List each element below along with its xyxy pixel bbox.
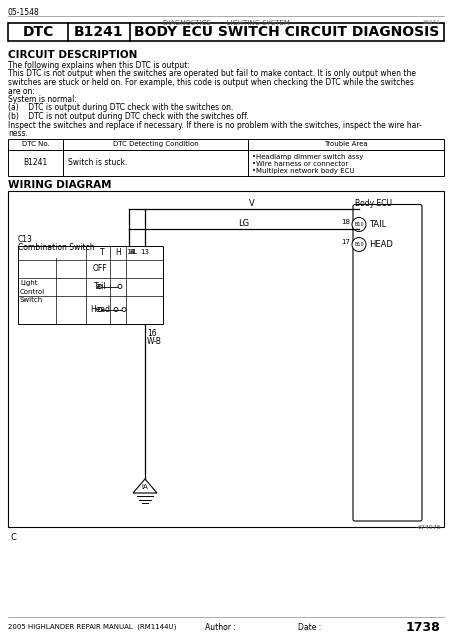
Text: Head: Head (90, 305, 110, 314)
Bar (8, 138, 443, 150)
Circle shape (114, 307, 118, 312)
Text: CIRCUIT DESCRIPTION: CIRCUIT DESCRIPTION (8, 50, 137, 60)
Text: Date :: Date : (298, 623, 321, 632)
Text: (a)    DTC is output during DTC check with the switches on.: (a) DTC is output during DTC check with … (8, 104, 233, 113)
Circle shape (98, 285, 102, 289)
Text: 674975: 674975 (416, 525, 440, 530)
Text: ness.: ness. (8, 129, 28, 138)
Text: HEAD: HEAD (368, 240, 392, 249)
Circle shape (98, 307, 102, 312)
Text: switches are stuck or held on. For example, this code is output when checking th: switches are stuck or held on. For examp… (8, 78, 413, 87)
Polygon shape (133, 479, 156, 493)
FancyBboxPatch shape (352, 205, 421, 521)
Circle shape (118, 285, 122, 289)
Text: Switch is stuck.: Switch is stuck. (68, 158, 127, 167)
Text: IA: IA (141, 484, 148, 490)
Text: 16: 16 (147, 328, 156, 337)
Text: LG: LG (238, 218, 249, 227)
Text: •Wire harness or connector: •Wire harness or connector (252, 161, 347, 168)
Text: 2005 HIGHLANDER REPAIR MANUAL  (RM1144U): 2005 HIGHLANDER REPAIR MANUAL (RM1144U) (8, 623, 176, 630)
Bar (18, 246, 163, 323)
Text: DTC: DTC (22, 25, 54, 39)
Text: The following explains when this DTC is output:: The following explains when this DTC is … (8, 61, 189, 70)
Text: OFF: OFF (92, 264, 107, 273)
Text: Combination Switch: Combination Switch (18, 243, 94, 253)
Text: T: T (100, 248, 104, 257)
Text: 14: 14 (126, 248, 135, 255)
Text: C13: C13 (18, 236, 33, 244)
Text: H: H (115, 248, 120, 257)
Text: DIAGNOSTICS   -   LIGHTING SYSTEM: DIAGNOSTICS - LIGHTING SYSTEM (162, 20, 289, 26)
Text: B1241: B1241 (74, 25, 124, 39)
Text: 18: 18 (340, 218, 349, 225)
Text: System is normal:: System is normal: (8, 95, 77, 104)
Text: W-B: W-B (147, 337, 161, 346)
Text: Trouble Area: Trouble Area (323, 141, 367, 147)
Text: 13: 13 (140, 248, 149, 255)
Text: 17: 17 (340, 239, 349, 244)
Bar (8, 23, 443, 41)
Text: This DTC is not output when the switches are operated but fail to make contact. : This DTC is not output when the switches… (8, 70, 415, 79)
Text: Author :: Author : (204, 623, 235, 632)
Text: 1738: 1738 (405, 621, 439, 634)
Circle shape (351, 218, 365, 232)
Bar (8, 191, 443, 527)
Text: B10: B10 (354, 242, 363, 247)
Text: BODY ECU SWITCH CIRCUIT DIAGNOSIS: BODY ECU SWITCH CIRCUIT DIAGNOSIS (134, 25, 439, 39)
Text: V: V (249, 198, 254, 207)
Text: WIRING DIAGRAM: WIRING DIAGRAM (8, 179, 111, 189)
Circle shape (351, 237, 365, 252)
Text: DTC No.: DTC No. (22, 141, 49, 147)
Text: TAIL: TAIL (368, 220, 386, 229)
Text: are on:: are on: (8, 86, 35, 95)
Text: EL: EL (129, 250, 138, 255)
Text: B10: B10 (354, 222, 363, 227)
Text: Tail: Tail (93, 282, 106, 291)
Text: Inspect the switches and replace if necessary. If there is no problem with the s: Inspect the switches and replace if nece… (8, 120, 421, 129)
Bar (8, 150, 443, 175)
Text: Body ECU: Body ECU (354, 198, 391, 207)
Text: 05-1548: 05-1548 (8, 8, 40, 17)
Text: Light
Control
Switch: Light Control Switch (20, 280, 45, 303)
Text: B1241: B1241 (23, 158, 47, 167)
Circle shape (122, 307, 126, 312)
Text: •Headlamp dimmer switch assy: •Headlamp dimmer switch assy (252, 154, 363, 161)
Text: 36034: 36034 (422, 20, 439, 25)
Text: C: C (11, 533, 17, 542)
Text: DTC Detecting Condition: DTC Detecting Condition (112, 141, 198, 147)
Text: (b)    DTC is not output during DTC check with the switches off.: (b) DTC is not output during DTC check w… (8, 112, 248, 121)
Text: •Multiplex network body ECU: •Multiplex network body ECU (252, 168, 354, 175)
